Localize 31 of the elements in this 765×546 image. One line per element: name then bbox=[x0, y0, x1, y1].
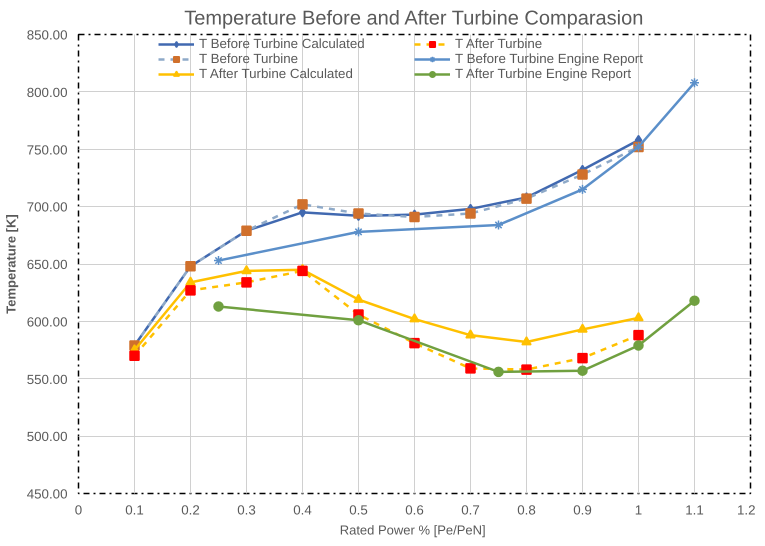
chart-title: Temperature Before and After Turbine Comparasion bbox=[184, 8, 644, 30]
x-tick-label: 0.9 bbox=[573, 502, 592, 518]
y-tick-label: 800.00 bbox=[26, 84, 68, 100]
y-tick-label: 750.00 bbox=[26, 142, 68, 158]
y-tick-label: 600.00 bbox=[26, 314, 68, 330]
x-axis-title: Rated Power % [Pe/PeN] bbox=[340, 522, 486, 538]
x-tick-label: 0.3 bbox=[237, 502, 256, 518]
legend-label: T After Turbine Calculated bbox=[199, 66, 354, 81]
x-tick-label: 0.7 bbox=[461, 502, 480, 518]
x-tick-label: 0 bbox=[74, 502, 82, 518]
legend-label: T Before Turbine Engine Report bbox=[455, 51, 644, 66]
y-tick-label: 850.00 bbox=[26, 28, 68, 42]
x-tick-label: 1.2 bbox=[736, 502, 756, 518]
x-tick-label: 0.5 bbox=[349, 502, 368, 518]
x-tick-label: 0.4 bbox=[293, 502, 312, 518]
y-axis-title: Temperature [K] bbox=[4, 214, 19, 314]
y-tick-label: 450.00 bbox=[26, 486, 68, 502]
x-tick-label: 1 bbox=[634, 502, 642, 518]
x-tick-label: 0.6 bbox=[405, 502, 424, 518]
x-tick-label: 0.2 bbox=[181, 502, 200, 518]
x-tick-label: 0.1 bbox=[125, 502, 144, 518]
x-tick-label: 1.1 bbox=[685, 502, 704, 518]
legend-label: T Before Turbine Calculated bbox=[199, 36, 366, 51]
y-tick-label: 650.00 bbox=[26, 257, 68, 272]
y-tick-label: 550.00 bbox=[26, 372, 68, 387]
y-tick-label: 700.00 bbox=[26, 200, 68, 215]
x-tick-label: 0.8 bbox=[517, 502, 536, 518]
legend-label: T Before Turbine bbox=[199, 51, 300, 66]
legend-label: T After Turbine Engine Report bbox=[455, 66, 632, 81]
legend-label: T After Turbine bbox=[455, 36, 544, 51]
y-tick-label: 500.00 bbox=[26, 429, 68, 444]
